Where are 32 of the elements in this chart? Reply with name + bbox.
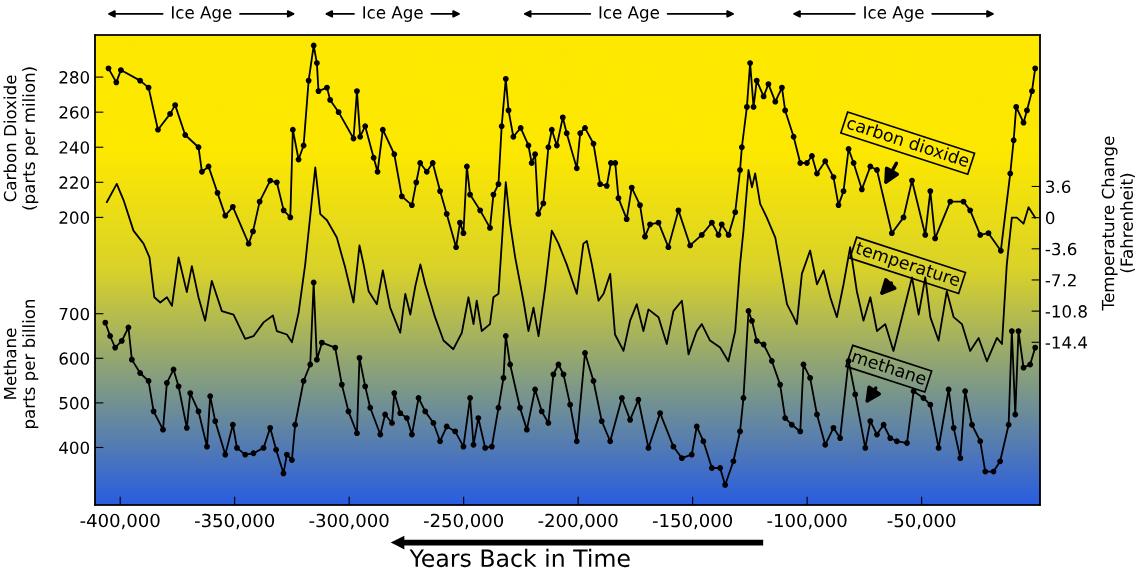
text: carbon dioxide	[846, 115, 971, 168]
x-tick-label: -250,000	[423, 513, 504, 530]
y2-axis-title: Temperature Change (Fahrenheit)	[1101, 136, 1135, 311]
y2-tick-label: -3.6	[1045, 242, 1077, 256]
y2-tick-label: -10.8	[1045, 305, 1087, 318]
x-tick-label: -200,000	[538, 513, 618, 530]
y2-tick-label: 3.6	[1046, 180, 1071, 194]
y-tick-label: 220	[59, 176, 90, 189]
y-tick-label: 200	[59, 211, 90, 224]
y3-axis-title: Methane parts per billion	[3, 299, 39, 428]
y-tick-label: 260	[59, 106, 90, 119]
text: Ice Age	[363, 6, 423, 22]
y3-tick-label: 500	[59, 396, 90, 410]
x-tick-label: -150,000	[652, 513, 733, 530]
y2-tick-label: -7.2	[1045, 273, 1076, 287]
y3-tick-label: 600	[59, 352, 90, 365]
x-tick-label: -400,000	[80, 513, 160, 530]
text: Ice Age	[599, 6, 659, 22]
text: Ice Age	[864, 6, 924, 22]
y-tick-label: 240	[59, 141, 90, 154]
y-axis-title: Carbon Dioxide (parts per milion)	[3, 67, 39, 210]
x-tick-label: -50,000	[887, 513, 956, 530]
text: Ice Age	[172, 6, 232, 22]
y3-tick-label: 400	[59, 441, 90, 455]
y-tick-label: 280	[59, 71, 90, 84]
y3-tick-label: 700	[59, 307, 90, 321]
y2-tick-label: -14.4	[1045, 336, 1088, 349]
y2-tick-label: 0	[1045, 211, 1055, 225]
x-axis-title: Years Back in Time	[409, 548, 630, 568]
x-tick-label: -350,000	[194, 513, 275, 530]
x-tick-label: -100,000	[767, 513, 847, 530]
x-tick-label: -300,000	[309, 513, 389, 530]
